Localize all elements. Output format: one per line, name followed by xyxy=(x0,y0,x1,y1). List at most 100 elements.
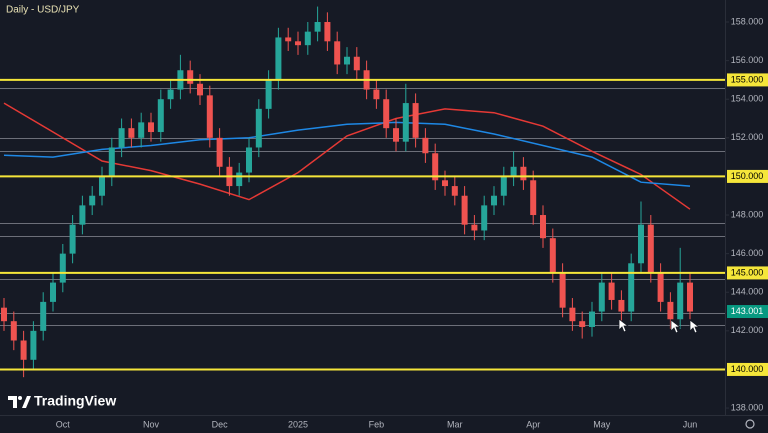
candle-body xyxy=(138,122,145,138)
candle-body xyxy=(687,282,693,312)
candle-body xyxy=(118,128,125,148)
candle-body xyxy=(50,282,56,302)
candle-body xyxy=(520,166,527,181)
candle-body xyxy=(618,299,625,312)
logo-mark xyxy=(22,396,31,408)
candle-body xyxy=(334,41,341,65)
x-tick-label: Mar xyxy=(447,419,463,429)
candle-body xyxy=(157,99,164,133)
candle-body xyxy=(167,89,174,100)
candle-body xyxy=(236,172,243,187)
candle-body xyxy=(30,330,37,360)
candle-body xyxy=(530,180,537,216)
candle-body xyxy=(598,282,605,312)
moving-average xyxy=(3,102,691,210)
candle-body xyxy=(412,103,419,138)
candle-body xyxy=(373,89,380,100)
y-tick-label: 154.000 xyxy=(731,94,764,104)
logo-mark xyxy=(8,396,17,408)
x-tick-label: Oct xyxy=(56,419,71,429)
candle-body xyxy=(471,224,478,231)
candle-body xyxy=(608,282,615,300)
level-label-box xyxy=(727,362,768,376)
candle-body xyxy=(353,56,360,71)
chart-title: Daily - USD/JPY xyxy=(6,5,80,16)
candle-body xyxy=(628,263,635,312)
moving-average xyxy=(3,121,691,187)
candle-body xyxy=(393,128,399,142)
level-label: 140.000 xyxy=(731,364,764,374)
cursor-icon xyxy=(618,318,630,333)
candle-body xyxy=(255,108,262,148)
candle-body xyxy=(344,56,350,65)
candle-body xyxy=(99,176,105,196)
candle-body xyxy=(559,272,566,308)
candle-body xyxy=(491,195,497,206)
candle-body xyxy=(677,282,684,320)
candle-body xyxy=(500,176,507,196)
cursor-icon xyxy=(670,319,682,334)
x-tick-label: Nov xyxy=(143,419,160,429)
candle-body xyxy=(1,307,7,322)
candle-body xyxy=(579,321,586,327)
candle-body xyxy=(304,31,311,46)
candle-body xyxy=(216,137,223,167)
candle-body xyxy=(657,272,664,302)
logo: TradingView xyxy=(8,393,116,409)
level-label: 155.000 xyxy=(731,74,764,84)
candle-body xyxy=(206,95,213,138)
candle-body xyxy=(69,224,76,254)
candle-body xyxy=(589,311,595,327)
candle-body xyxy=(197,83,203,96)
candle-body xyxy=(265,79,272,109)
y-tick-label: 156.000 xyxy=(731,55,764,65)
candle-body xyxy=(314,22,321,32)
y-tick-label: 148.000 xyxy=(731,209,764,219)
candle-body xyxy=(667,301,674,320)
x-tick-label: May xyxy=(593,419,611,429)
x-tick-label: Apr xyxy=(526,419,540,429)
y-tick-label: 158.000 xyxy=(731,16,764,26)
price-axis: 158.000 156.000 154.000 152.000 148.000 146.0… xyxy=(56,16,768,429)
plot-area xyxy=(0,6,725,378)
candle-body xyxy=(510,166,517,177)
candle-body xyxy=(187,70,194,84)
cursors xyxy=(618,318,701,334)
level-label: 145.000 xyxy=(731,267,764,277)
candle-body xyxy=(569,307,576,322)
candle-body xyxy=(79,205,86,225)
y-tick-label: 138.000 xyxy=(731,402,764,412)
candle-body xyxy=(461,195,468,225)
candle-body xyxy=(295,41,301,46)
candle-body xyxy=(324,22,331,42)
last-price-box xyxy=(727,305,768,319)
last-price-label: 143.001 xyxy=(731,306,764,316)
candle-body xyxy=(246,147,252,173)
x-tick-label: Feb xyxy=(369,419,385,429)
candle-body xyxy=(275,37,282,80)
candle-body xyxy=(148,122,154,133)
candle-body xyxy=(59,253,66,283)
watermark: TradingView xyxy=(34,393,116,409)
settings-icon[interactable] xyxy=(745,419,755,429)
candle-body xyxy=(451,186,458,196)
cursor-icon xyxy=(689,319,701,334)
level-label-box xyxy=(727,266,768,280)
candle-body xyxy=(432,153,439,181)
level-label-box xyxy=(727,73,768,87)
level-label-box xyxy=(727,169,768,183)
y-tick-label: 152.000 xyxy=(731,132,764,142)
y-tick-label: 146.000 xyxy=(731,248,764,258)
y-tick-label: 142.000 xyxy=(731,325,764,335)
candle-body xyxy=(20,340,27,360)
x-tick-label: Dec xyxy=(212,419,229,429)
candle-body xyxy=(128,128,135,138)
settings-icon[interactable] xyxy=(745,419,755,429)
candle-body xyxy=(10,321,17,341)
x-tick-label: 2025 xyxy=(288,419,308,429)
logo-mark xyxy=(18,396,22,400)
candle-body xyxy=(422,137,429,154)
candle-body xyxy=(383,99,390,129)
